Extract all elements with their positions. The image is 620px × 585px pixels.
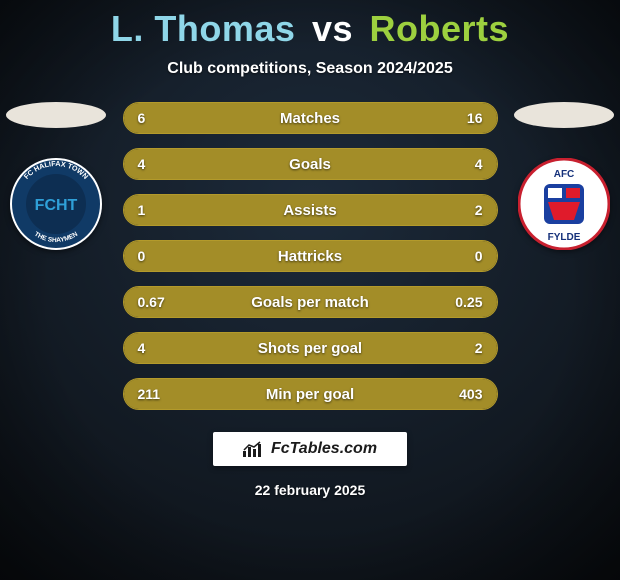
stat-row: Min per goal 211 403 <box>123 378 498 410</box>
crest-left-svg: FCHT FC HALIFAX TOWN THE SHAYMEN <box>10 158 102 250</box>
stat-bars: Matches 6 16 Goals 4 4 Assists 1 2 Hattricks 0 0 Goa… <box>123 102 498 410</box>
stat-value-left: 211 <box>138 386 161 402</box>
brand-chart-icon <box>243 441 263 457</box>
stat-value-left: 0.67 <box>138 294 165 310</box>
stat-value-left: 6 <box>138 110 146 126</box>
player2-name: Roberts <box>370 8 510 49</box>
stat-row: Assists 1 2 <box>123 194 498 226</box>
stat-value-right: 2 <box>475 340 483 356</box>
player2-club-crest: AFC FYLDE <box>518 158 610 250</box>
stat-fill-right <box>225 103 496 133</box>
brand-text: FcTables.com <box>271 440 377 458</box>
stat-row: Goals 4 4 <box>123 148 498 180</box>
svg-text:FCHT: FCHT <box>35 197 78 214</box>
stat-fill-left <box>124 149 311 179</box>
page-title: L. Thomas vs Roberts <box>111 8 509 50</box>
stat-value-left: 1 <box>138 202 146 218</box>
stat-row: Shots per goal 4 2 <box>123 332 498 364</box>
stat-label: Goals <box>289 156 331 173</box>
stat-value-right: 4 <box>475 156 483 172</box>
stat-label: Assists <box>283 202 336 219</box>
subtitle: Club competitions, Season 2024/2025 <box>167 60 452 78</box>
vs-text: vs <box>312 8 353 49</box>
stat-value-right: 16 <box>467 110 483 126</box>
svg-text:AFC: AFC <box>553 169 574 180</box>
stat-value-right: 403 <box>459 386 482 402</box>
player2-silhouette <box>514 102 614 128</box>
player1-club-crest: FCHT FC HALIFAX TOWN THE SHAYMEN <box>10 158 102 250</box>
stat-value-left: 0 <box>138 248 146 264</box>
stat-row: Hattricks 0 0 <box>123 240 498 272</box>
stat-fill-right <box>310 149 497 179</box>
stat-label: Goals per match <box>251 294 369 311</box>
stat-label: Shots per goal <box>258 340 362 357</box>
stat-value-left: 4 <box>138 156 146 172</box>
stat-label: Hattricks <box>278 248 342 265</box>
player1-silhouette <box>6 102 106 128</box>
svg-text:FYLDE: FYLDE <box>547 232 580 243</box>
player1-name: L. Thomas <box>111 8 296 49</box>
stat-value-right: 2 <box>475 202 483 218</box>
stat-value-right: 0 <box>475 248 483 264</box>
left-side: FCHT FC HALIFAX TOWN THE SHAYMEN <box>0 102 113 250</box>
stat-value-right: 0.25 <box>455 294 482 310</box>
stat-row: Goals per match 0.67 0.25 <box>123 286 498 318</box>
brand-badge: FcTables.com <box>213 432 407 466</box>
stat-label: Min per goal <box>266 386 354 403</box>
stat-label: Matches <box>280 110 340 127</box>
stat-value-left: 4 <box>138 340 146 356</box>
date-text: 22 february 2025 <box>255 482 366 498</box>
comparison-area: FCHT FC HALIFAX TOWN THE SHAYMEN Matches… <box>0 102 620 410</box>
crest-right-svg: AFC FYLDE <box>518 158 610 250</box>
right-side: AFC FYLDE <box>508 102 620 250</box>
stat-row: Matches 6 16 <box>123 102 498 134</box>
